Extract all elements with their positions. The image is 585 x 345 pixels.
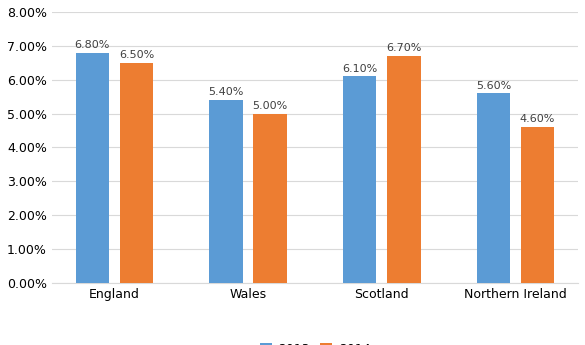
Text: 5.00%: 5.00%: [253, 101, 288, 111]
Bar: [75, 52, 109, 283]
Text: 6.50%: 6.50%: [119, 50, 154, 60]
Text: 6.70%: 6.70%: [386, 43, 421, 53]
Bar: [521, 127, 554, 283]
Bar: [387, 56, 421, 283]
Bar: [120, 63, 153, 283]
Text: 6.10%: 6.10%: [342, 63, 377, 73]
Legend: 2013, 2014: 2013, 2014: [254, 338, 376, 345]
Text: 4.60%: 4.60%: [519, 115, 555, 125]
Bar: [253, 114, 287, 283]
Text: 5.40%: 5.40%: [208, 87, 244, 97]
Bar: [209, 100, 243, 283]
Text: 6.80%: 6.80%: [75, 40, 110, 50]
Bar: [477, 93, 510, 283]
Text: 5.60%: 5.60%: [476, 80, 511, 90]
Bar: [343, 76, 376, 283]
